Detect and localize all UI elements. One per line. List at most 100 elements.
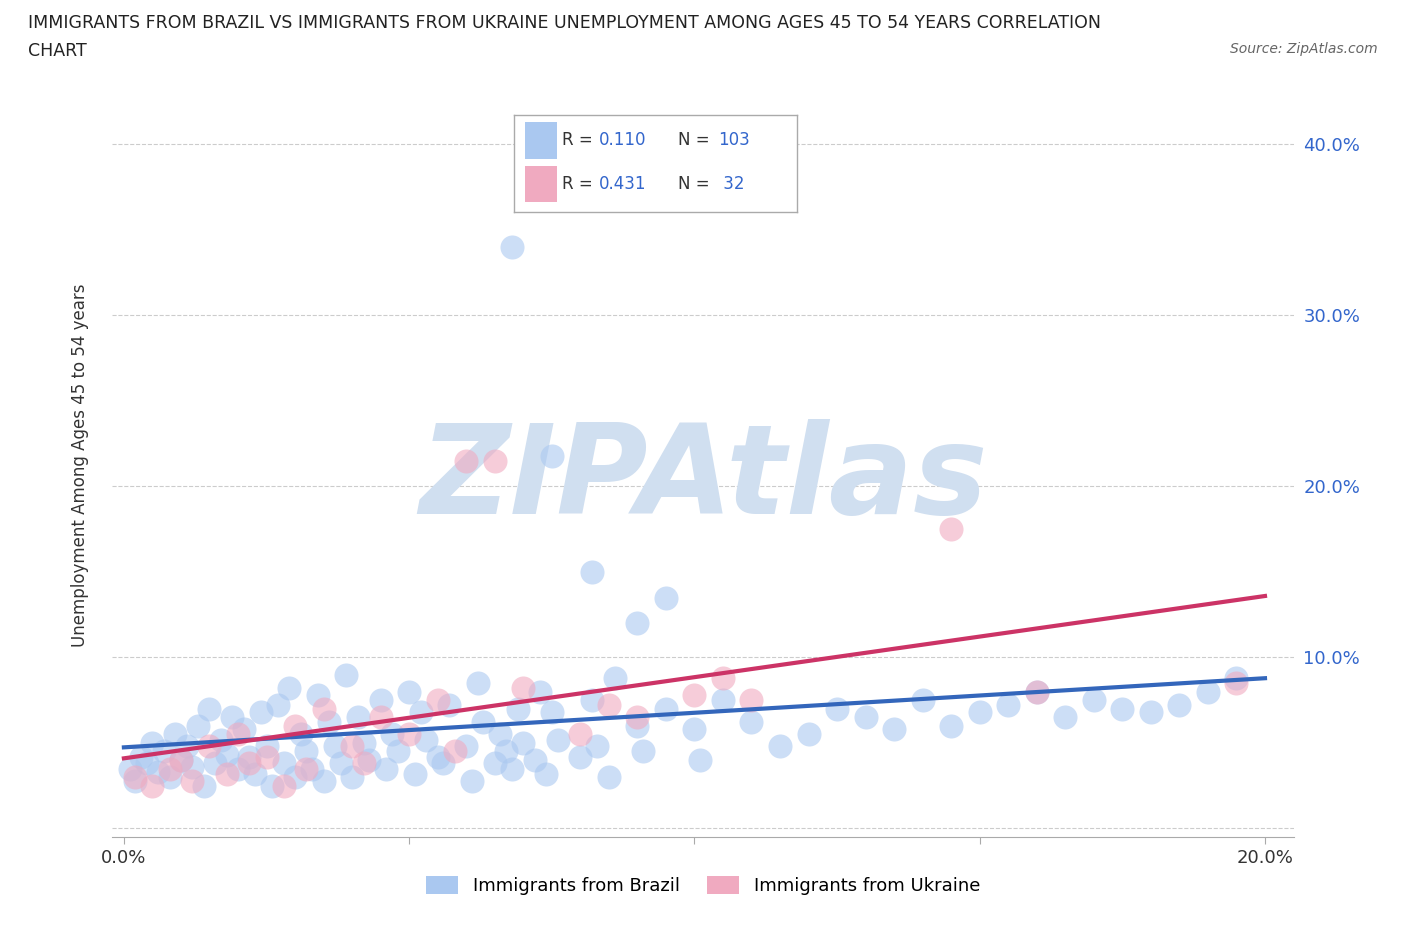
Immigrants from Brazil <box>243 766 266 781</box>
Immigrants from Brazil <box>586 739 609 754</box>
Immigrants from Brazil <box>495 744 517 759</box>
Immigrants from Brazil <box>1025 684 1047 699</box>
Immigrants from Brazil <box>118 761 141 776</box>
Legend: Immigrants from Brazil, Immigrants from Ukraine: Immigrants from Brazil, Immigrants from … <box>419 869 987 902</box>
Immigrants from Ukraine <box>238 756 260 771</box>
Text: IMMIGRANTS FROM BRAZIL VS IMMIGRANTS FROM UKRAINE UNEMPLOYMENT AMONG AGES 45 TO : IMMIGRANTS FROM BRAZIL VS IMMIGRANTS FRO… <box>28 14 1101 32</box>
Immigrants from Brazil <box>170 752 193 767</box>
Immigrants from Ukraine <box>598 698 620 712</box>
Immigrants from Ukraine <box>711 671 734 685</box>
Immigrants from Brazil <box>426 750 449 764</box>
Immigrants from Brazil <box>484 756 506 771</box>
Immigrants from Brazil <box>1054 710 1077 724</box>
Immigrants from Brazil <box>1140 705 1163 720</box>
Immigrants from Brazil <box>540 448 562 463</box>
Immigrants from Brazil <box>547 732 569 747</box>
Immigrants from Ukraine <box>484 453 506 468</box>
Immigrants from Brazil <box>375 761 398 776</box>
Immigrants from Brazil <box>941 718 963 733</box>
Immigrants from Brazil <box>911 693 934 708</box>
Text: CHART: CHART <box>28 42 87 60</box>
Immigrants from Brazil <box>997 698 1019 712</box>
Immigrants from Ukraine <box>398 727 420 742</box>
Immigrants from Brazil <box>124 773 146 788</box>
Immigrants from Brazil <box>506 701 529 716</box>
Immigrants from Brazil <box>631 744 654 759</box>
Immigrants from Ukraine <box>226 727 249 742</box>
Y-axis label: Unemployment Among Ages 45 to 54 years: Unemployment Among Ages 45 to 54 years <box>70 284 89 646</box>
Immigrants from Brazil <box>181 760 204 775</box>
Immigrants from Brazil <box>267 698 290 712</box>
Text: Source: ZipAtlas.com: Source: ZipAtlas.com <box>1230 42 1378 56</box>
Immigrants from Brazil <box>1197 684 1219 699</box>
Immigrants from Ukraine <box>370 710 392 724</box>
Immigrants from Brazil <box>409 705 432 720</box>
Immigrants from Ukraine <box>456 453 478 468</box>
Immigrants from Ukraine <box>569 727 592 742</box>
Immigrants from Brazil <box>969 705 991 720</box>
Immigrants from Brazil <box>398 684 420 699</box>
Immigrants from Brazil <box>295 744 318 759</box>
Immigrants from Brazil <box>232 722 254 737</box>
Immigrants from Brazil <box>273 756 295 771</box>
Immigrants from Brazil <box>603 671 626 685</box>
Immigrants from Brazil <box>176 739 198 754</box>
Immigrants from Brazil <box>215 748 238 763</box>
Immigrants from Brazil <box>1111 701 1133 716</box>
Immigrants from Ukraine <box>181 773 204 788</box>
Immigrants from Brazil <box>740 715 762 730</box>
Immigrants from Brazil <box>346 710 368 724</box>
Immigrants from Brazil <box>312 773 335 788</box>
Immigrants from Brazil <box>655 701 678 716</box>
Immigrants from Brazil <box>209 732 232 747</box>
Immigrants from Brazil <box>489 727 512 742</box>
Immigrants from Brazil <box>238 750 260 764</box>
Immigrants from Brazil <box>256 739 278 754</box>
Immigrants from Ukraine <box>273 778 295 793</box>
Immigrants from Ukraine <box>141 778 163 793</box>
Immigrants from Brazil <box>1168 698 1191 712</box>
Immigrants from Brazil <box>329 756 352 771</box>
Immigrants from Brazil <box>501 761 523 776</box>
Immigrants from Ukraine <box>215 766 238 781</box>
Immigrants from Brazil <box>193 778 215 793</box>
Immigrants from Brazil <box>581 693 603 708</box>
Immigrants from Brazil <box>461 773 484 788</box>
Immigrants from Brazil <box>467 675 489 690</box>
Immigrants from Brazil <box>387 744 409 759</box>
Immigrants from Brazil <box>598 770 620 785</box>
Immigrants from Brazil <box>381 727 404 742</box>
Immigrants from Brazil <box>284 770 307 785</box>
Immigrants from Brazil <box>501 240 523 255</box>
Immigrants from Brazil <box>797 727 820 742</box>
Immigrants from Brazil <box>437 698 460 712</box>
Immigrants from Brazil <box>432 756 454 771</box>
Immigrants from Brazil <box>353 736 375 751</box>
Immigrants from Brazil <box>129 750 152 764</box>
Immigrants from Brazil <box>472 715 495 730</box>
Immigrants from Brazil <box>318 715 340 730</box>
Immigrants from Brazil <box>370 693 392 708</box>
Immigrants from Brazil <box>569 750 592 764</box>
Immigrants from Brazil <box>404 766 426 781</box>
Immigrants from Brazil <box>359 752 381 767</box>
Immigrants from Ukraine <box>1225 675 1247 690</box>
Immigrants from Brazil <box>198 701 221 716</box>
Immigrants from Brazil <box>226 761 249 776</box>
Immigrants from Ukraine <box>340 739 363 754</box>
Immigrants from Brazil <box>456 739 478 754</box>
Immigrants from Brazil <box>855 710 877 724</box>
Immigrants from Brazil <box>301 761 323 776</box>
Immigrants from Ukraine <box>170 752 193 767</box>
Immigrants from Brazil <box>825 701 848 716</box>
Immigrants from Ukraine <box>626 710 648 724</box>
Immigrants from Brazil <box>141 736 163 751</box>
Immigrants from Brazil <box>146 764 169 779</box>
Immigrants from Brazil <box>711 693 734 708</box>
Immigrants from Brazil <box>335 667 357 682</box>
Immigrants from Ukraine <box>941 522 963 537</box>
Immigrants from Ukraine <box>353 756 375 771</box>
Immigrants from Brazil <box>689 752 711 767</box>
Immigrants from Brazil <box>278 681 301 696</box>
Immigrants from Ukraine <box>159 761 181 776</box>
